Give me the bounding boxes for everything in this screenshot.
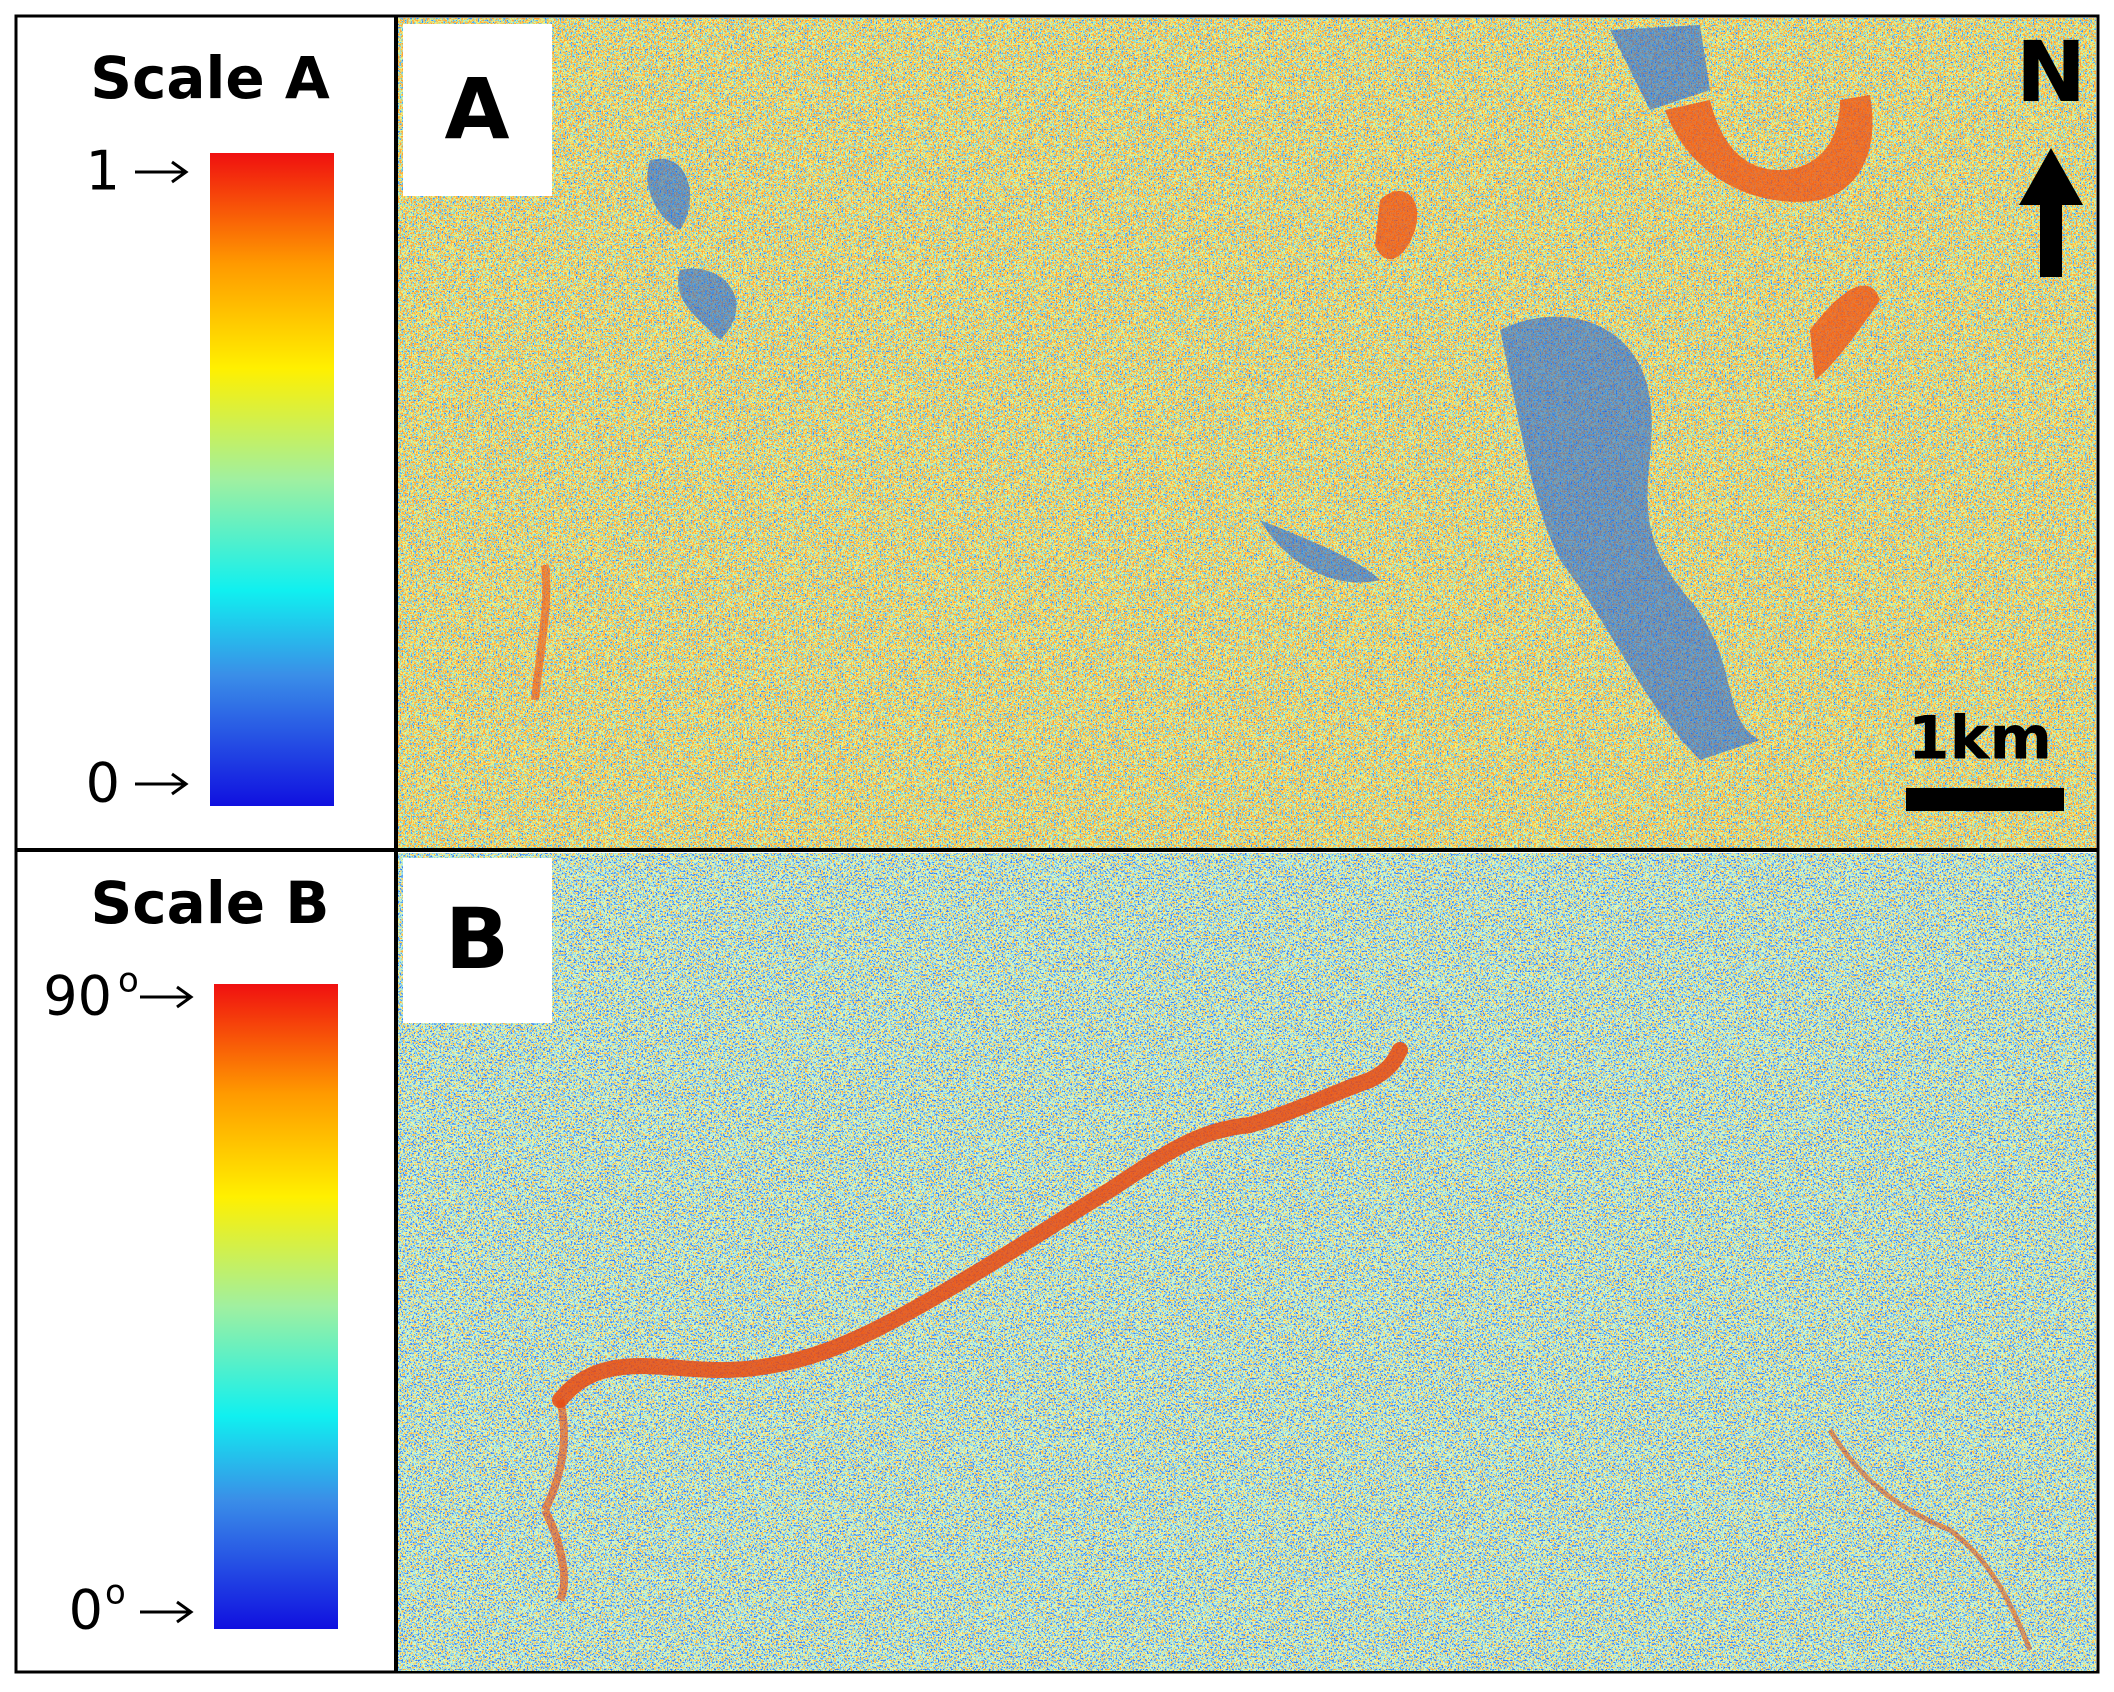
scale-bar [1906,788,2064,811]
label-arrows [140,985,194,1624]
panel-letter: B [445,890,509,988]
colorbar-min-label: 0 [86,752,120,815]
panel-letter: A [444,60,509,158]
map-a [398,18,2096,848]
frame [14,14,2100,1674]
colorbar-max-label: 1 [86,140,120,203]
colorbar [210,153,334,806]
letter-box [403,858,552,1023]
colorbar-max-label: 90 [43,965,112,1028]
north-label: N [2016,23,2086,121]
colorbar-min-label: 0 [69,1579,103,1642]
scale-title: Scale B [91,869,330,937]
unit-label: o [118,961,139,1001]
scale-bar-label: 1km [1908,704,2052,774]
colorbar [214,984,338,1629]
map-b [398,853,2096,1671]
letter-box [403,24,552,196]
label-arrows [135,160,189,796]
unit-label: o [105,1573,126,1613]
north-arrow [2019,148,2083,277]
scale-title: Scale A [90,44,330,112]
